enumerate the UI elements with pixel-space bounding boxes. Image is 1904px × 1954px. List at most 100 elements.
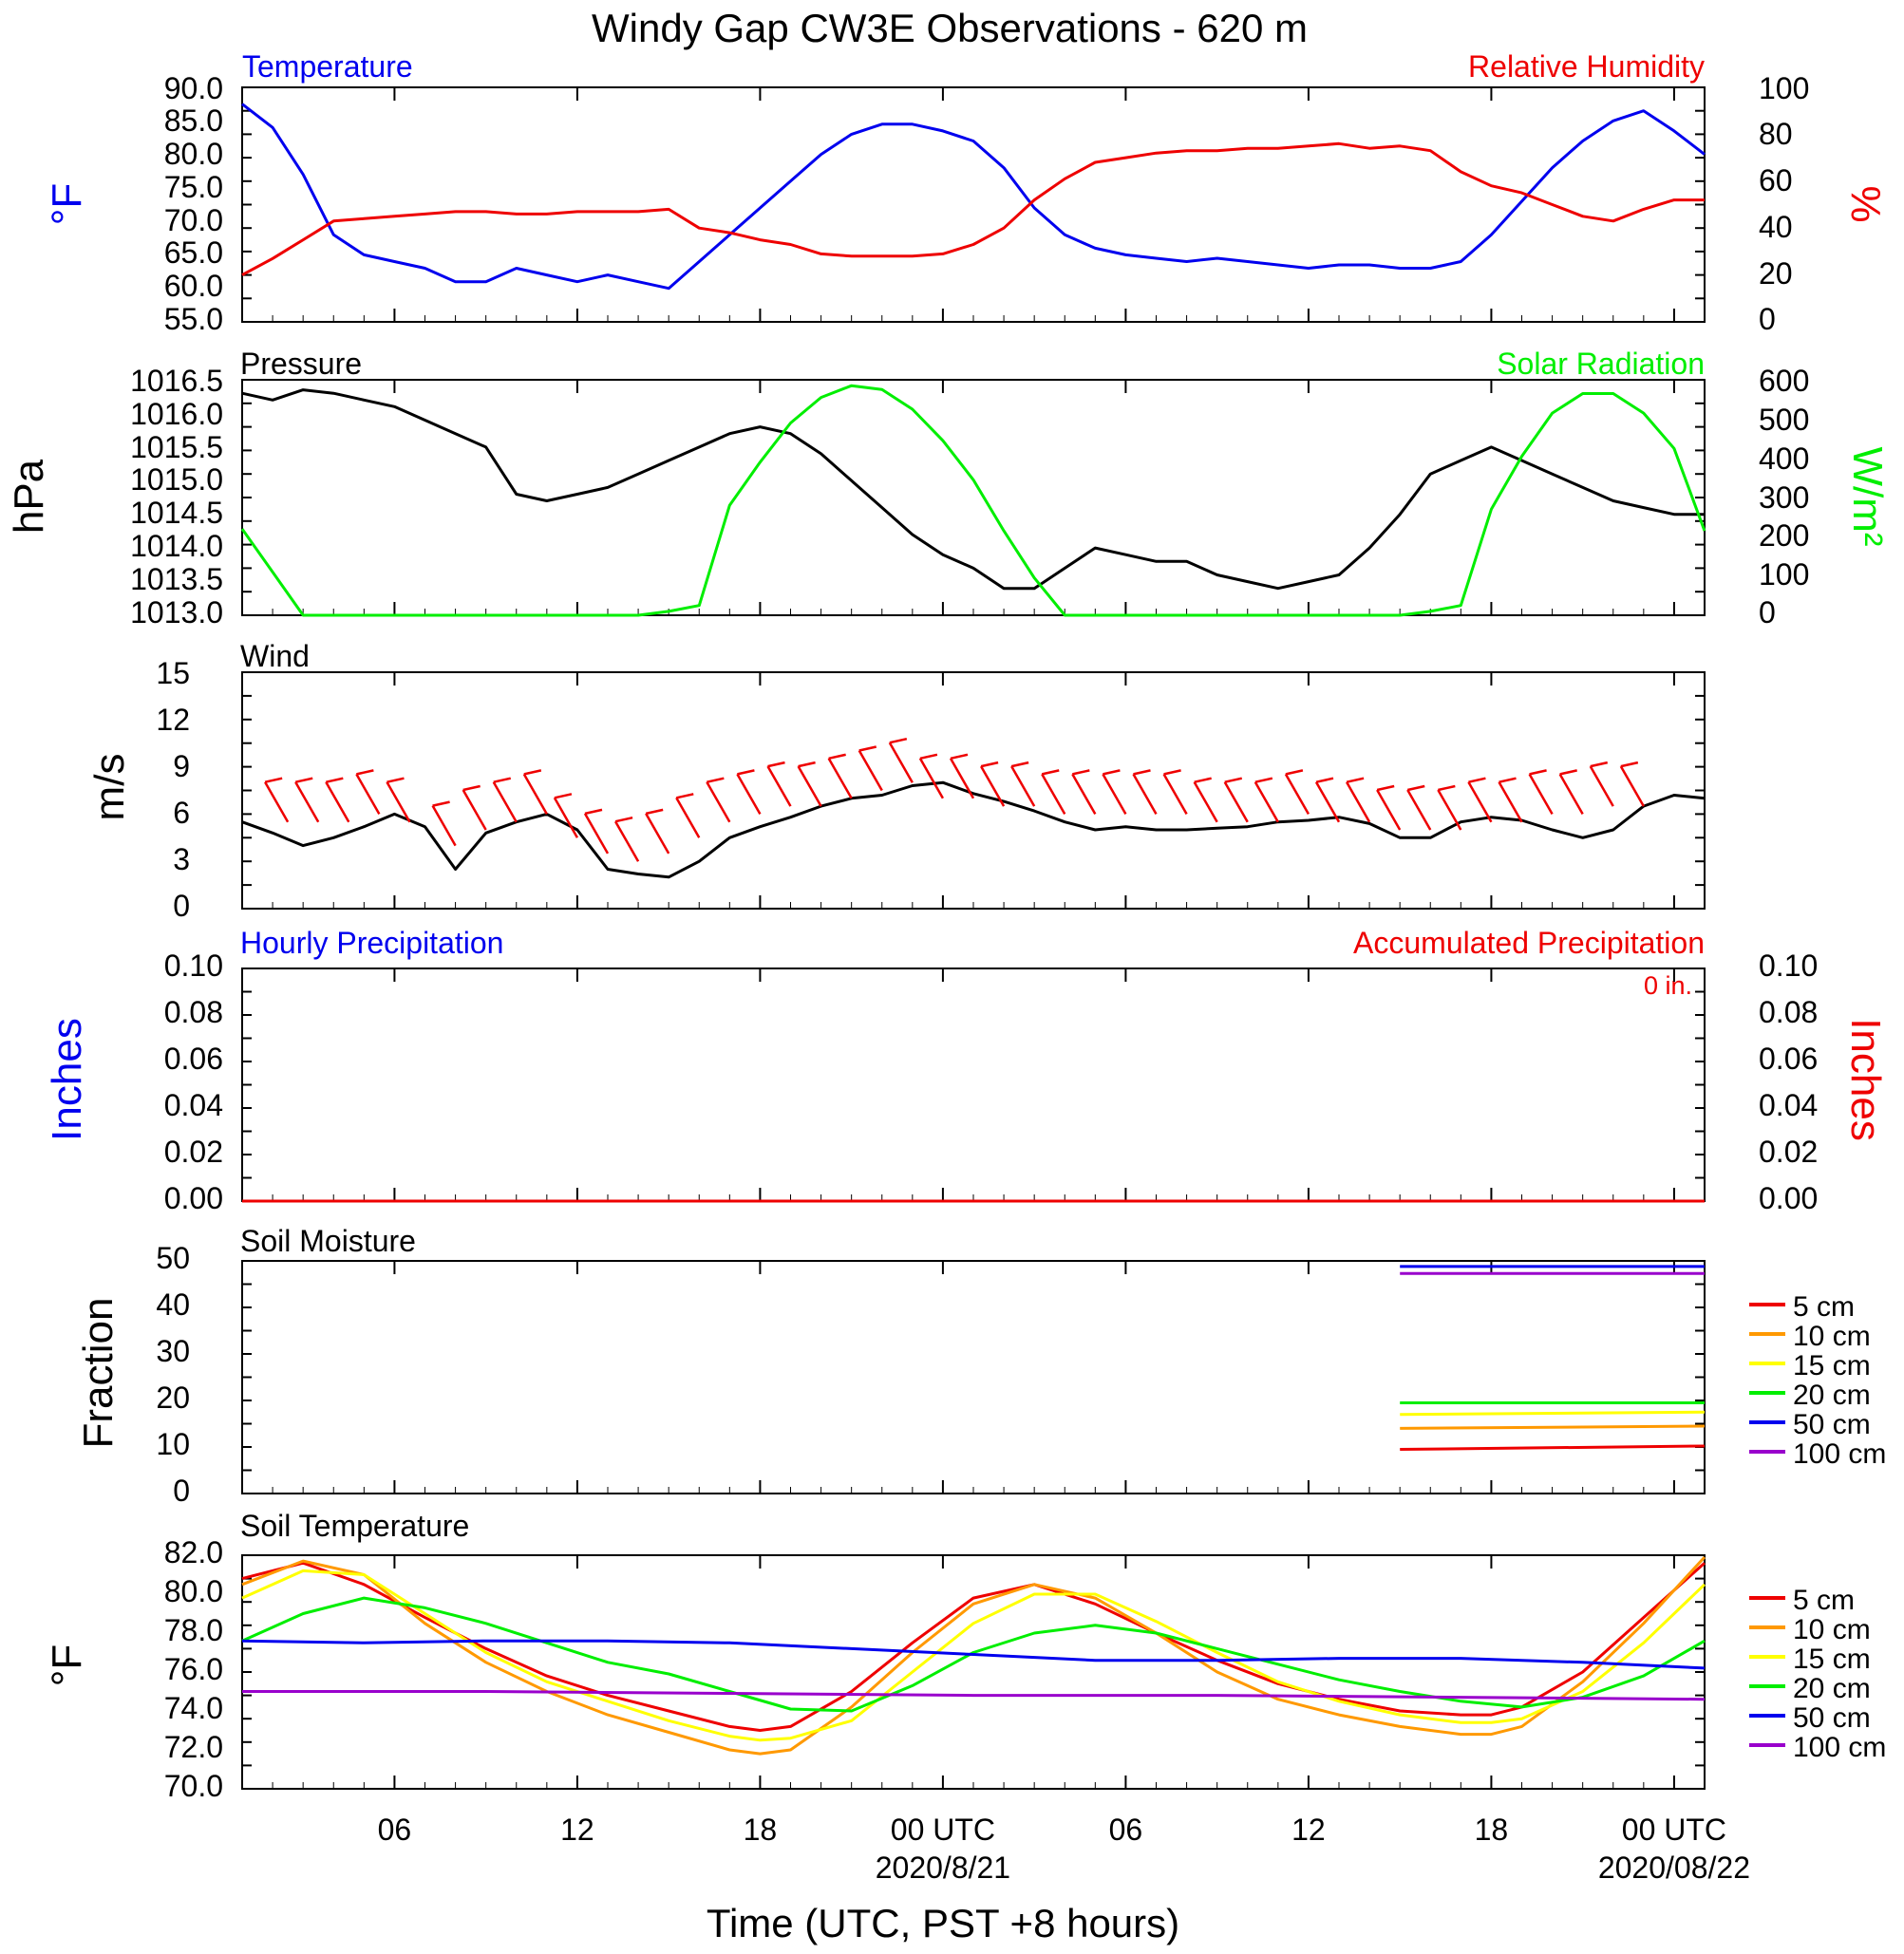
soil-moisture-left-unit: Fraction <box>75 1298 122 1449</box>
wind-barb <box>736 773 762 816</box>
x-tick-label: 06 <box>378 1813 412 1847</box>
wind-barb-flag <box>1406 784 1425 792</box>
y-tick-label: 9 <box>173 749 190 783</box>
soil_temperature-series-group <box>241 1555 1706 1756</box>
y-tick-label: 30 <box>156 1334 190 1368</box>
wind-barb-flag <box>1559 769 1577 776</box>
y-tick-label: 0.08 <box>164 995 223 1029</box>
legend-label: 10 cm <box>1793 1614 1871 1645</box>
wind-barb <box>1071 773 1097 816</box>
y-tick-label: 12 <box>156 703 190 737</box>
wind-barb <box>706 781 731 823</box>
y2-tick-label: 0.02 <box>1759 1135 1818 1169</box>
wind-barb <box>1589 765 1614 807</box>
temperature-right-unit: % <box>1842 185 1889 222</box>
y-tick-label: 15 <box>156 656 190 690</box>
x-tick-label: 12 <box>560 1813 594 1847</box>
wind-barb <box>462 789 487 831</box>
precip-right-unit: Inches <box>1842 1018 1889 1141</box>
y-tick-label: 1016.5 <box>130 364 223 398</box>
y-tick-label: 1016.0 <box>130 397 223 431</box>
soil_temperature-frame <box>241 1554 1706 1790</box>
temperature-left-unit: °F <box>44 183 90 225</box>
y2-tick-label: 0.00 <box>1759 1181 1818 1215</box>
wind-barb-flag <box>614 816 633 823</box>
temperature-relative-humidity-line <box>241 141 1705 276</box>
wind-barb <box>918 758 945 799</box>
y-tick-label: 40 <box>156 1287 190 1322</box>
y-tick-label: 80.0 <box>164 1574 223 1608</box>
y2-tick-label: 0.10 <box>1759 949 1818 983</box>
soil-moisture-legend: 5 cm 10 cm 15 cm 20 cm 50 cm 100 cm <box>1749 1291 1886 1470</box>
y2-tick-label: 40 <box>1759 210 1793 244</box>
soil-temperature-5-cm-line <box>241 1561 1706 1732</box>
wind-barb-flag <box>493 777 512 783</box>
pressure-solar-radiation-line <box>240 384 1706 617</box>
pressure-pressure-line <box>241 388 1705 591</box>
pressure-right-unit: W/m² <box>1844 446 1891 546</box>
legend-label: 15 cm <box>1793 1644 1871 1675</box>
precip-left-title: Hourly Precipitation <box>240 926 503 960</box>
wind-barb <box>1498 781 1523 823</box>
y-tick-label: 6 <box>173 796 190 830</box>
temperature-left-ticks: 90.0 85.0 80.0 75.0 70.0 65.0 60.0 55.0 <box>164 71 223 336</box>
wind-barb <box>1619 765 1645 807</box>
temperature-left-title: Temperature <box>242 49 413 84</box>
wind-barb-flag <box>1010 761 1029 768</box>
soil-moisture-panel: Soil Moisture Fraction 50 40 30 20 10 0 … <box>75 1224 1886 1508</box>
wind-barb <box>386 781 411 823</box>
wind-series-group <box>241 737 1706 879</box>
wind-barb <box>1284 773 1310 816</box>
temperature-series-group <box>241 103 1706 291</box>
precip-left-ticks: 0.10 0.08 0.06 0.04 0.02 0.00 <box>164 949 223 1215</box>
wind-barb-flag <box>1072 769 1090 776</box>
precip-left-unit: Inches <box>44 1018 90 1141</box>
wind-barb-flag <box>1438 784 1456 792</box>
legend-label: 50 cm <box>1793 1702 1871 1734</box>
wind-left-title: Wind <box>240 639 310 673</box>
wind-barb <box>766 765 792 807</box>
y-tick-label: 60.0 <box>164 269 223 303</box>
x-tick-label: 00 UTC <box>891 1813 995 1847</box>
x-tick-label: 18 <box>744 1813 778 1847</box>
y2-tick-label: 0.04 <box>1759 1088 1818 1122</box>
y-tick-label: 1015.5 <box>130 430 223 464</box>
wind-barb-flag <box>675 793 694 799</box>
wind-barb <box>522 773 548 816</box>
legend-label: 10 cm <box>1793 1321 1871 1352</box>
x-tick-label: 18 <box>1475 1813 1509 1847</box>
soil-temperature-15-cm-line <box>241 1569 1706 1742</box>
wind-barb <box>1345 781 1371 823</box>
precip-accum-label: 0 in. <box>1644 971 1692 1000</box>
wind-barb-flag <box>1620 761 1639 768</box>
y-tick-label: 20 <box>156 1381 190 1415</box>
date-label: 2020/08/22 <box>1598 1851 1750 1885</box>
wind-barb-flag <box>889 737 908 744</box>
wind-barb-flag <box>858 745 877 752</box>
y2-tick-label: 300 <box>1759 480 1809 515</box>
y-tick-label: 1013.0 <box>130 595 223 629</box>
wind-barb-flag <box>707 777 725 783</box>
y2-tick-label: 0.06 <box>1759 1042 1818 1076</box>
wind-barb-flag <box>386 777 405 783</box>
wind-barb <box>1376 789 1402 831</box>
wind-barb <box>1254 781 1279 823</box>
wind-barb <box>1223 781 1249 823</box>
wind-barb <box>675 797 701 838</box>
soil-temperature-panel: Soil Temperature °F 82.0 80.0 78.0 76.0 … <box>44 1509 1886 1803</box>
x-tick-label: 06 <box>1109 1813 1143 1847</box>
y2-tick-label: 60 <box>1759 163 1793 197</box>
wind-barb-flag <box>950 753 969 761</box>
wind-barb <box>355 773 381 816</box>
y-tick-label: 0.02 <box>164 1135 223 1169</box>
x-tick-label: 00 UTC <box>1622 1813 1726 1847</box>
legend-label: 50 cm <box>1793 1409 1871 1440</box>
y-tick-label: 0.04 <box>164 1088 223 1122</box>
wind-barb-flag <box>1376 784 1395 792</box>
wind-barb <box>492 781 518 823</box>
wind-barb <box>264 781 290 823</box>
wind-barb-flag <box>1285 769 1304 776</box>
y2-tick-label: 80 <box>1759 117 1793 151</box>
soil-temperature-20-cm-line <box>241 1596 1706 1713</box>
legend-label: 100 cm <box>1793 1438 1886 1470</box>
